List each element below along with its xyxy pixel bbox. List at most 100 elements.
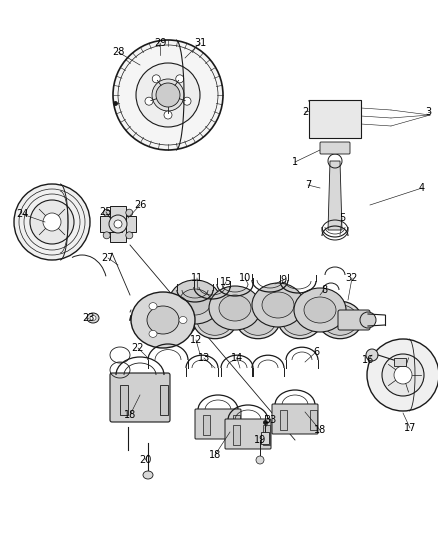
- Text: 18: 18: [209, 450, 221, 460]
- Text: 2: 2: [302, 107, 308, 117]
- Text: 22: 22: [132, 343, 144, 353]
- Text: 27: 27: [102, 253, 114, 263]
- Ellipse shape: [87, 313, 99, 323]
- Ellipse shape: [164, 111, 172, 119]
- Bar: [233, 415, 240, 435]
- Ellipse shape: [14, 184, 90, 260]
- Ellipse shape: [322, 305, 358, 335]
- Text: 7: 7: [305, 180, 311, 190]
- Ellipse shape: [126, 209, 133, 216]
- Text: 11: 11: [191, 273, 203, 283]
- Text: 20: 20: [139, 455, 151, 465]
- Ellipse shape: [153, 301, 197, 338]
- Polygon shape: [100, 216, 122, 232]
- Ellipse shape: [43, 213, 61, 231]
- Text: 33: 33: [264, 415, 276, 425]
- Text: 6: 6: [313, 347, 319, 357]
- Bar: [160, 385, 168, 415]
- Ellipse shape: [179, 317, 187, 324]
- Ellipse shape: [90, 316, 96, 320]
- Text: 1: 1: [292, 157, 298, 167]
- Ellipse shape: [143, 471, 153, 479]
- Ellipse shape: [183, 97, 191, 105]
- FancyBboxPatch shape: [272, 404, 318, 434]
- Text: 8: 8: [321, 285, 327, 295]
- Bar: [310, 410, 317, 430]
- FancyBboxPatch shape: [338, 310, 370, 330]
- Text: 10: 10: [239, 273, 251, 283]
- Polygon shape: [114, 216, 136, 232]
- Polygon shape: [110, 220, 126, 242]
- FancyBboxPatch shape: [320, 142, 350, 154]
- FancyBboxPatch shape: [195, 409, 241, 439]
- Ellipse shape: [278, 301, 322, 338]
- Text: 17: 17: [404, 423, 416, 433]
- Bar: [261, 432, 269, 444]
- Bar: [120, 385, 128, 415]
- Ellipse shape: [103, 209, 110, 216]
- Text: 9: 9: [280, 275, 286, 285]
- Ellipse shape: [131, 292, 195, 348]
- Ellipse shape: [197, 305, 233, 335]
- Ellipse shape: [294, 288, 346, 332]
- Text: 24: 24: [16, 209, 28, 219]
- Text: 19: 19: [254, 435, 266, 445]
- Text: 26: 26: [134, 200, 146, 210]
- FancyBboxPatch shape: [225, 419, 271, 449]
- Ellipse shape: [114, 220, 122, 228]
- Ellipse shape: [30, 200, 74, 244]
- Ellipse shape: [367, 339, 438, 411]
- Bar: [394, 358, 406, 366]
- Bar: [280, 410, 287, 430]
- Ellipse shape: [209, 286, 261, 330]
- Ellipse shape: [282, 305, 318, 335]
- Polygon shape: [110, 206, 126, 228]
- Ellipse shape: [252, 283, 304, 327]
- Bar: [263, 425, 270, 445]
- Ellipse shape: [103, 232, 110, 239]
- Text: 15: 15: [220, 277, 232, 287]
- Ellipse shape: [169, 280, 221, 324]
- Text: 13: 13: [198, 353, 210, 363]
- Ellipse shape: [157, 305, 193, 335]
- Ellipse shape: [304, 297, 336, 323]
- Ellipse shape: [394, 366, 412, 384]
- Ellipse shape: [145, 97, 153, 105]
- FancyBboxPatch shape: [110, 373, 170, 422]
- Bar: [233, 425, 240, 445]
- Text: 14: 14: [231, 353, 243, 363]
- Text: 31: 31: [194, 38, 206, 48]
- Text: 23: 23: [82, 313, 94, 323]
- Ellipse shape: [179, 289, 211, 315]
- Text: 28: 28: [112, 47, 124, 57]
- Ellipse shape: [113, 40, 223, 150]
- Ellipse shape: [126, 232, 133, 239]
- Text: 12: 12: [190, 335, 202, 345]
- Ellipse shape: [176, 75, 184, 83]
- Ellipse shape: [256, 456, 264, 464]
- Ellipse shape: [147, 306, 179, 334]
- Ellipse shape: [156, 83, 180, 107]
- Ellipse shape: [318, 301, 362, 338]
- Ellipse shape: [236, 301, 280, 338]
- Text: 25: 25: [100, 207, 112, 217]
- Polygon shape: [328, 161, 342, 230]
- Text: 18: 18: [124, 410, 136, 420]
- Ellipse shape: [219, 295, 251, 321]
- Text: 18: 18: [314, 425, 326, 435]
- Ellipse shape: [240, 305, 276, 335]
- Ellipse shape: [262, 292, 294, 318]
- Text: 4: 4: [419, 183, 425, 193]
- Ellipse shape: [193, 301, 237, 338]
- Text: 32: 32: [346, 273, 358, 283]
- Bar: [309, 100, 361, 138]
- Ellipse shape: [136, 63, 200, 127]
- Ellipse shape: [149, 303, 157, 310]
- Bar: [203, 415, 210, 435]
- Text: 5: 5: [339, 213, 345, 223]
- Ellipse shape: [152, 79, 184, 111]
- Text: 16: 16: [362, 355, 374, 365]
- Ellipse shape: [382, 354, 424, 396]
- Ellipse shape: [109, 215, 127, 233]
- Ellipse shape: [149, 330, 157, 337]
